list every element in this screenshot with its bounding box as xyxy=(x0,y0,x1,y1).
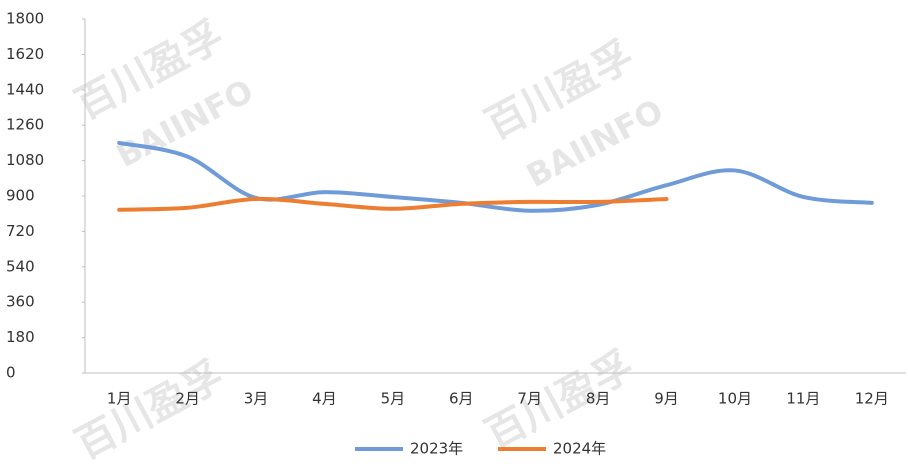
y-tick-label: 180 xyxy=(6,328,35,346)
x-tick-label: 5月 xyxy=(381,390,406,408)
line-series xyxy=(117,140,874,213)
x-tick-label: 12月 xyxy=(855,390,889,408)
y-tick-label: 1440 xyxy=(6,80,44,98)
y-tick-label: 540 xyxy=(6,257,35,275)
y-tick-label: 1260 xyxy=(6,116,44,134)
legend-label: 2023年 xyxy=(410,440,463,458)
x-tick-label: 1月 xyxy=(107,390,132,408)
legend-label: 2024年 xyxy=(553,440,606,458)
y-tick-label: 1080 xyxy=(6,151,44,169)
x-tick-label: 10月 xyxy=(718,390,752,408)
x-tick-label: 11月 xyxy=(786,390,820,408)
x-tick-label: 6月 xyxy=(449,390,474,408)
y-tick-label: 1620 xyxy=(6,45,44,63)
y-tick-label: 0 xyxy=(6,364,16,382)
y-tick-label: 720 xyxy=(6,222,35,240)
x-tick-label: 4月 xyxy=(312,390,337,408)
x-tick-label: 8月 xyxy=(586,390,611,408)
x-tick-label: 2月 xyxy=(175,390,200,408)
x-tick-label: 3月 xyxy=(244,390,269,408)
x-tick-label: 9月 xyxy=(654,390,679,408)
line-series xyxy=(117,196,669,212)
y-tick-label: 360 xyxy=(6,293,35,311)
watermarks: 百川盈孚 BAIINFO 百川盈孚 BAIINFO 百川盈孚 百川盈孚 xyxy=(68,13,669,464)
y-tick-label: 900 xyxy=(6,187,35,205)
x-tick-label: 7月 xyxy=(517,390,542,408)
watermark: 百川盈孚 xyxy=(68,353,231,464)
y-tick-label: 1800 xyxy=(6,10,44,28)
